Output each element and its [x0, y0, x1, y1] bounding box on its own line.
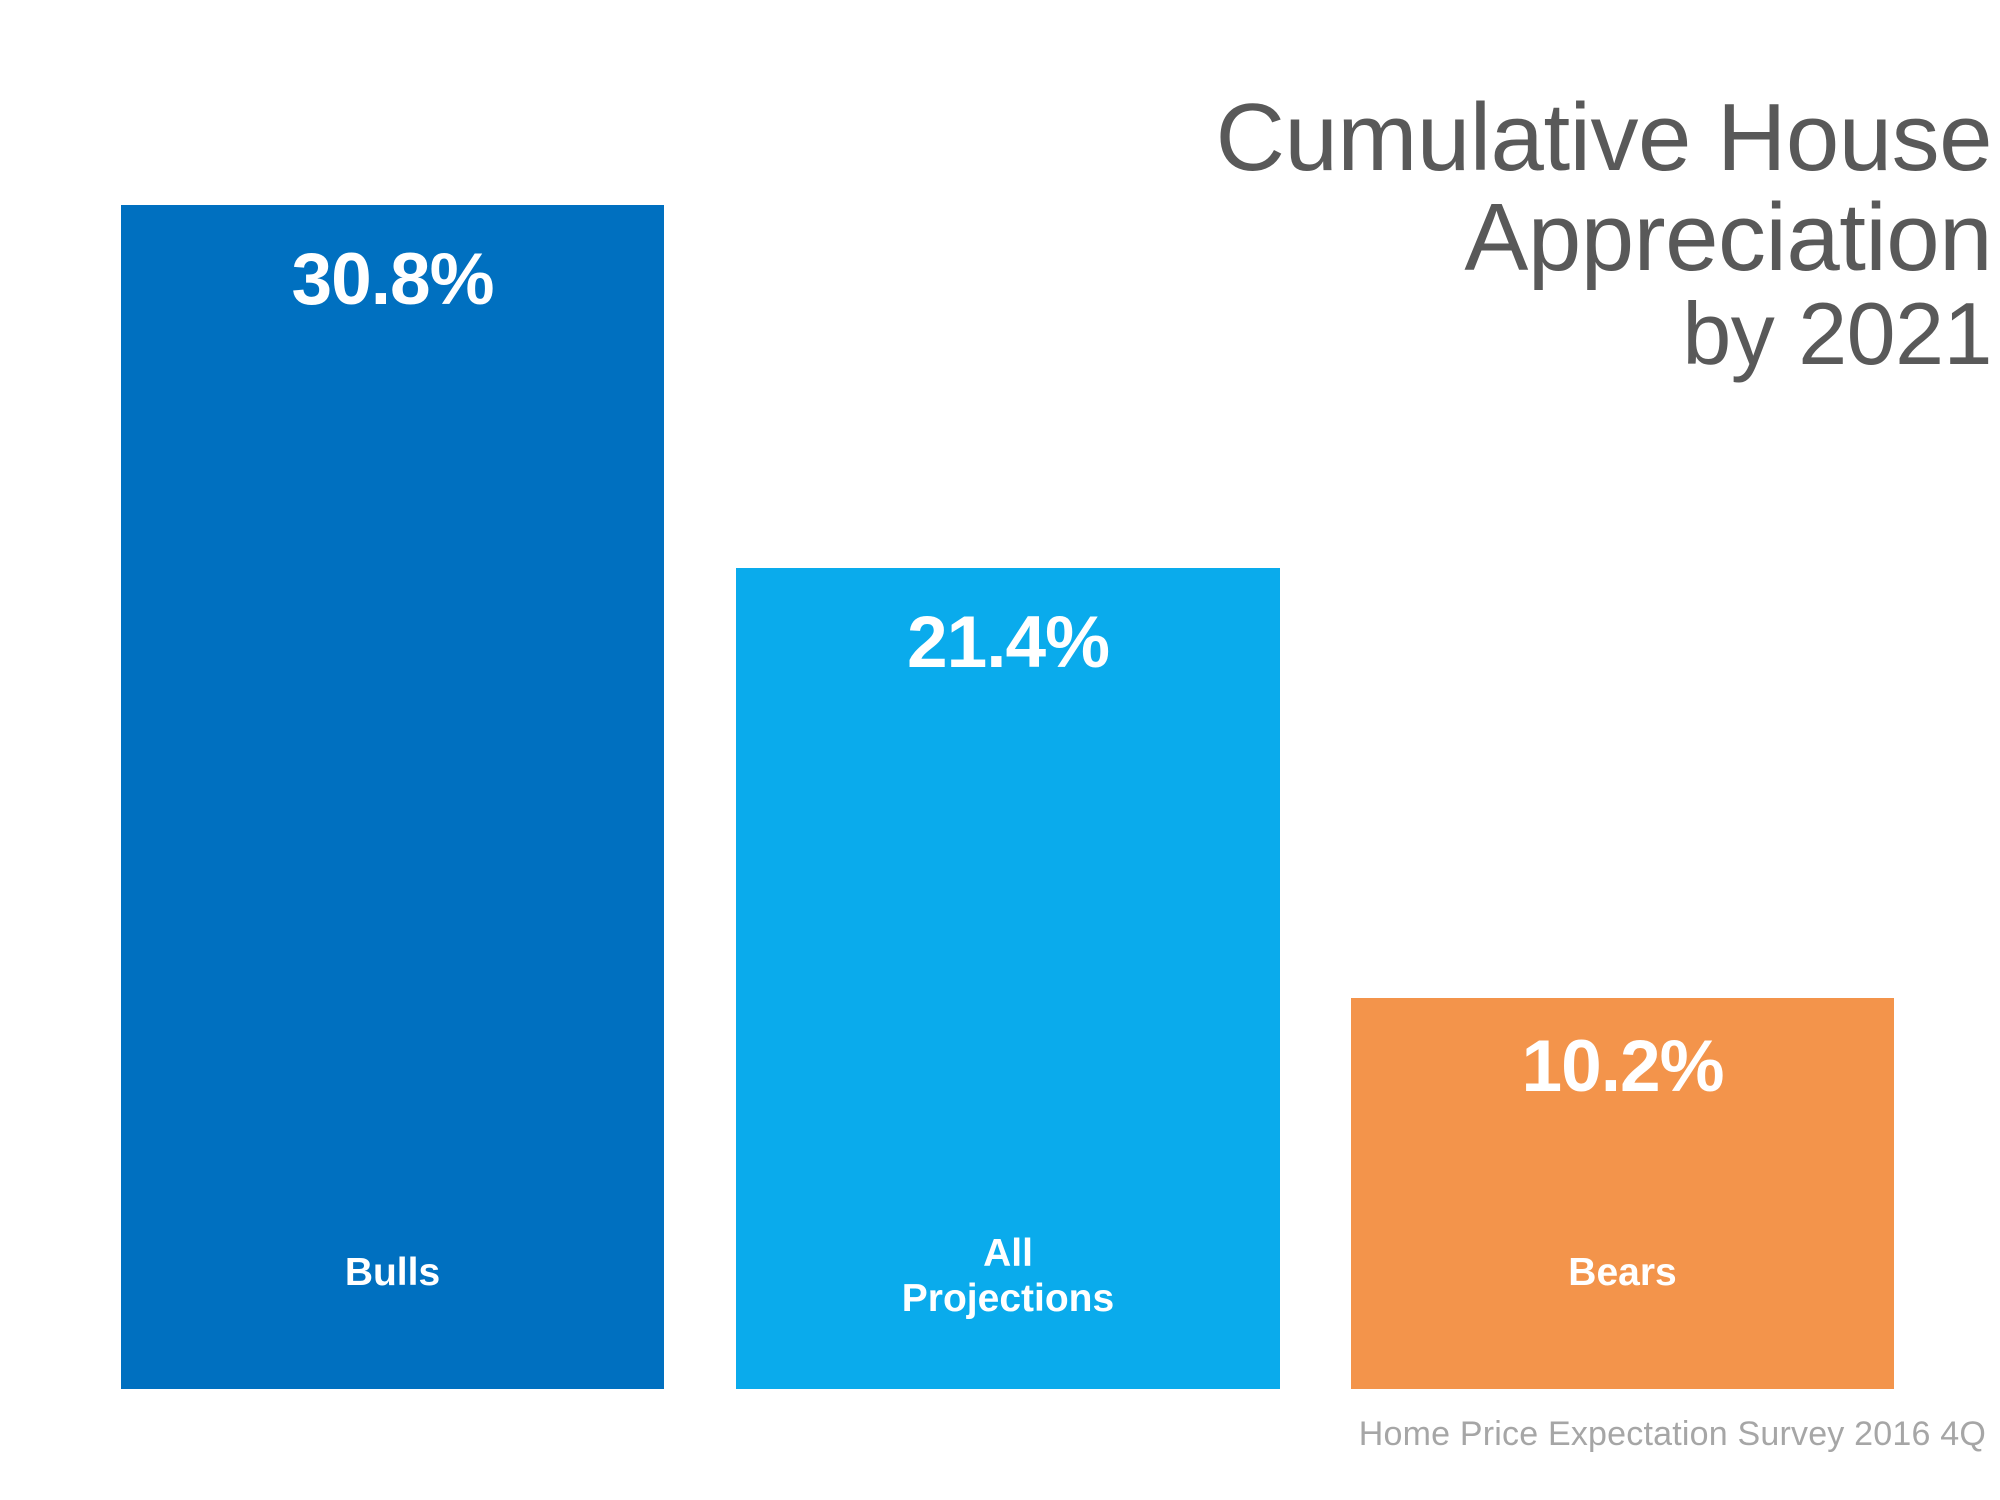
- bar-value-label-all-projections: 21.4%: [907, 602, 1110, 683]
- source-note: Home Price Expectation Survey 2016 4Q: [1358, 1415, 1986, 1453]
- bar-all-projections[interactable]: 21.4% All Projections: [736, 568, 1280, 1389]
- bar-value-label-bears: 10.2%: [1521, 1026, 1725, 1107]
- bar-bulls[interactable]: 30.8% Bulls: [121, 205, 664, 1389]
- bar-category-line-2: Projections: [901, 1276, 1115, 1320]
- bar-value-label-bulls: 30.8%: [291, 239, 495, 320]
- page-title: Cumulative House Appreciation by 2021: [832, 84, 1993, 383]
- bar-category-line-1: Bears: [1568, 1250, 1677, 1294]
- bar-bears[interactable]: 10.2% Bears: [1351, 998, 1894, 1389]
- title-line-1: Cumulative House: [1215, 84, 1993, 191]
- bar-category-label-bears: Bears: [1351, 1251, 1894, 1295]
- title-line-2: Appreciation: [1464, 183, 1992, 291]
- bar-category-label-bulls: Bulls: [121, 1251, 664, 1295]
- bar-category-label-all-projections: All Projections: [736, 1232, 1280, 1321]
- title-line-3: by 2021: [1682, 283, 1992, 383]
- bar-category-line-1: All: [983, 1232, 1033, 1276]
- bar-category-line-1: Bulls: [344, 1250, 441, 1294]
